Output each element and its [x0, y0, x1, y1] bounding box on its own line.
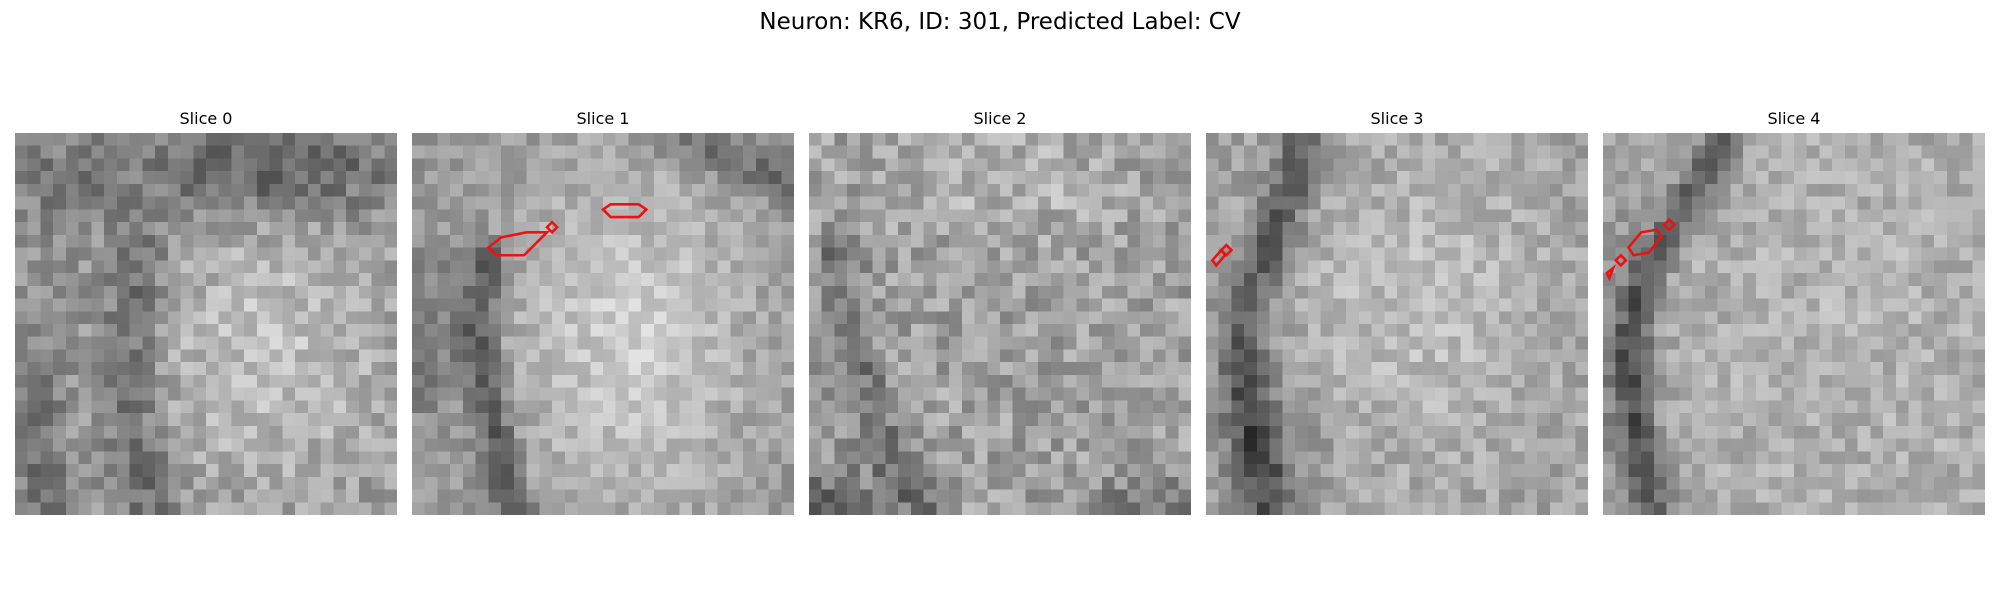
slice-image — [412, 133, 794, 515]
segmentation-contour — [1605, 264, 1617, 282]
slice-image — [1206, 133, 1588, 515]
slice-title: Slice 3 — [1370, 109, 1424, 128]
slice-title: Slice 2 — [973, 109, 1027, 128]
segmentation-contour — [486, 231, 551, 257]
slice-title: Slice 4 — [1767, 109, 1821, 128]
slice-title: Slice 1 — [576, 109, 630, 128]
slice-image — [809, 133, 1191, 515]
segmentation-contour — [545, 220, 559, 235]
segmentation-contour — [1626, 228, 1664, 257]
segmentation-contour — [1613, 253, 1628, 268]
slice-image — [15, 133, 397, 515]
segmentation-contour — [1662, 217, 1677, 232]
segmentation-contour — [601, 203, 649, 219]
figure-title: Neuron: KR6, ID: 301, Predicted Label: C… — [759, 9, 1241, 35]
slice-title: Slice 0 — [179, 109, 233, 128]
segmentation-contour — [1219, 243, 1234, 258]
slice-image — [1603, 133, 1985, 515]
